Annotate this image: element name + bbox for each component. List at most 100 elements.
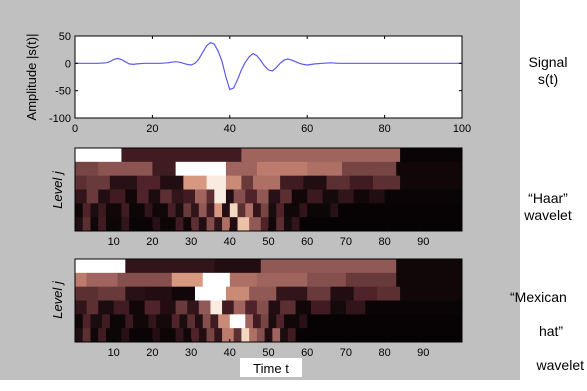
haar-cell (121, 203, 130, 218)
mexican-hat-cell (345, 272, 397, 288)
mexican-hat-cell (175, 300, 188, 315)
mexican-hat-cell (194, 314, 204, 329)
haar-cell (191, 217, 200, 232)
mexican-hat-cell (125, 314, 134, 329)
mexican-hat-xtick-label: 80 (378, 347, 390, 359)
mexican-hat-xtick-label: 50 (262, 347, 274, 359)
mexican-hat-cell (125, 259, 215, 274)
mexican-hat-xtick-label: 10 (108, 347, 120, 359)
mexican-hat-cell (113, 300, 130, 315)
mexican-hat-cell (198, 300, 211, 315)
haar-xtick-label: 60 (301, 236, 313, 248)
mexican-hat-cell (241, 328, 250, 343)
haar-cell (307, 161, 343, 177)
haar-cell (225, 189, 235, 204)
haar-cell (330, 203, 339, 218)
haar-cell (396, 161, 463, 177)
mexican-hat-cell (256, 272, 308, 288)
haar-cell (222, 217, 231, 232)
haar-cell (237, 203, 246, 218)
mexican-hat-cell (202, 272, 231, 288)
haar-cell (191, 203, 200, 218)
mexican-label-line-1: “Mexican (510, 289, 567, 305)
signal-line (75, 41, 462, 91)
mexican-hat-cell (210, 314, 219, 329)
mexican-hat-cell (210, 300, 223, 315)
haar-cell (82, 217, 91, 232)
mexican-hat-cell (299, 314, 308, 329)
mexican-label-line-2: hat” (538, 323, 564, 339)
mexican-hat-cell (233, 328, 242, 343)
haar-cell (214, 217, 223, 232)
mexican-hat-cells (75, 259, 463, 343)
mexican-hat-cell (376, 286, 401, 301)
haar-cell (322, 189, 339, 204)
mexican-hat-cell (268, 314, 277, 329)
haar-cell (98, 189, 111, 204)
signal-xtick-label: 0 (72, 123, 78, 135)
mexican-hat-cell (160, 300, 177, 315)
haar-cell (136, 189, 149, 204)
mexican-hat-cell (249, 328, 258, 343)
haar-cell (121, 217, 130, 232)
haar-cell (198, 217, 207, 232)
mexican-hat-cell (125, 286, 146, 301)
mexican-hat-cell (276, 314, 285, 329)
haar-cell (98, 217, 107, 232)
haar-cell (183, 217, 192, 232)
mexican-hat-cell (98, 286, 126, 301)
haar-cell (268, 203, 277, 218)
haar-cell (105, 203, 122, 218)
mexican-hat-cell (353, 286, 378, 301)
mexican-hat-xtick-label: 90 (417, 347, 429, 359)
mexican-hat-cell (272, 328, 281, 343)
mexican-hat-cell (214, 328, 223, 343)
haar-cell (229, 217, 238, 232)
haar-cell (299, 203, 308, 218)
haar-cell (256, 161, 308, 177)
haar-cell (303, 175, 327, 190)
mexican-label-line-3: wavelet (536, 357, 584, 373)
time-label: Time t (253, 361, 289, 376)
haar-cell (175, 217, 184, 232)
haar-cell (160, 189, 173, 204)
mexican-hat-cell (276, 286, 308, 301)
mexican-hat-cell (121, 328, 130, 343)
mexican-hat-cell (400, 286, 463, 301)
mexican-hat-cell (75, 286, 99, 301)
mexican-hat-cell (218, 314, 231, 329)
mexican-hat-cell (187, 300, 200, 315)
mexican-hat-cell (268, 300, 281, 315)
mexican-hat-cell (256, 300, 269, 315)
mexican-hat-ticks: 10 20 30 40 50 60 70 80 90 (108, 339, 429, 359)
haar-cell (260, 217, 269, 232)
haar-cell (121, 148, 242, 163)
haar-cell (75, 161, 99, 177)
haar-panel: 10 20 30 40 50 60 70 80 90 Level j (50, 147, 463, 248)
haar-cell (75, 175, 88, 190)
mexican-hat-cell (287, 328, 296, 343)
mexican-hat-cell (86, 272, 118, 288)
haar-cell (175, 203, 184, 218)
haar-cell (338, 203, 463, 218)
mexican-hat-xtick-label: 40 (224, 347, 236, 359)
mexican-hat-cell (194, 286, 227, 301)
mexican-hat-cell (102, 314, 111, 329)
haar-cell (75, 148, 122, 163)
mexican-hat-cell (260, 259, 397, 274)
mexican-hat-cell (75, 272, 88, 288)
mexican-hat-cell (206, 328, 215, 343)
haar-cell (256, 189, 269, 204)
mexican-hat-cell (396, 272, 463, 288)
mexican-hat-cell (82, 314, 91, 329)
mexican-hat-cell (229, 314, 246, 329)
haar-cell (171, 189, 184, 204)
haar-cell (206, 175, 227, 190)
haar-cell (109, 189, 126, 204)
haar-xtick-label: 50 (262, 236, 274, 248)
mexican-hat-cell (175, 328, 184, 343)
haar-cell (152, 203, 169, 218)
mexican-hat-cell (307, 314, 463, 329)
haar-cell (338, 189, 355, 204)
haar-cell (136, 175, 161, 190)
